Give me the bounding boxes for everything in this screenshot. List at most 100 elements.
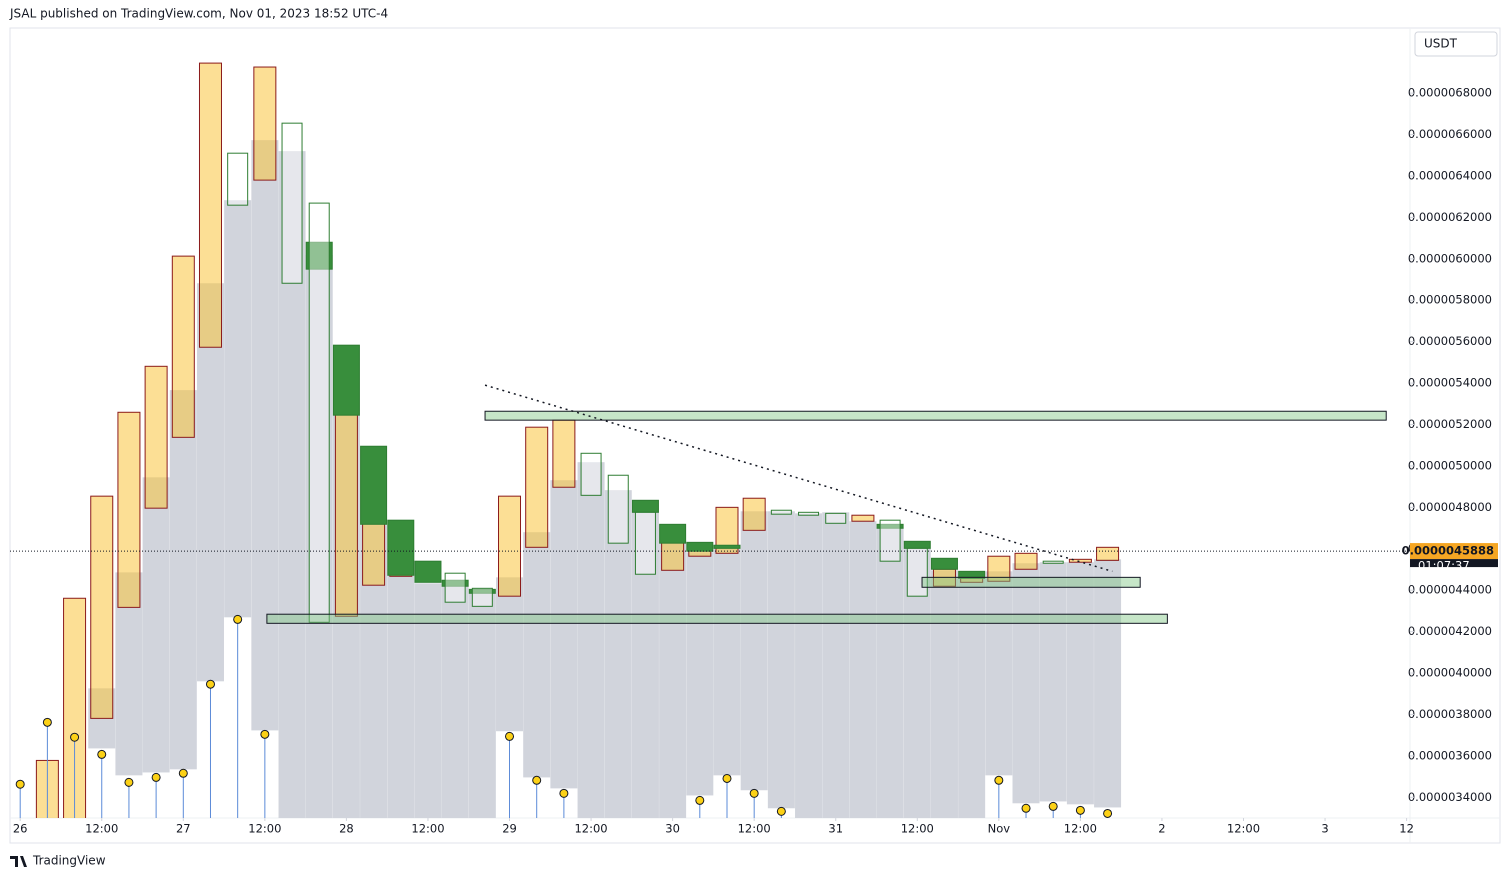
candle-body: [362, 513, 386, 586]
candle-body: [631, 499, 659, 513]
y-tick-label: 0.0000034000: [1408, 790, 1492, 804]
hollow-candle: [471, 587, 493, 607]
last-price-label: 0.0000045888: [1402, 544, 1494, 558]
overlay-column: [822, 512, 850, 818]
zone-box: [484, 410, 1387, 421]
candle-body: [332, 344, 360, 416]
y-tick-label: 0.0000050000: [1408, 458, 1492, 472]
marker-dot: [178, 768, 188, 778]
y-tick-label: 0.0000068000: [1408, 86, 1492, 100]
candle-body: [498, 495, 522, 597]
x-tick-label: 12:00: [1227, 822, 1260, 836]
overlay-column: [196, 283, 224, 682]
candle-body: [1096, 546, 1120, 561]
candle-body: [171, 255, 195, 438]
candle-body: [742, 497, 766, 531]
y-tick-label: 0.0000066000: [1408, 127, 1492, 141]
last-price-badge: [1410, 543, 1498, 560]
countdown-badge: [1410, 559, 1498, 568]
marker-dot: [260, 729, 270, 739]
candle-body: [253, 66, 277, 181]
x-tick-label: 12:00: [574, 822, 607, 836]
overlay-column: [305, 255, 333, 818]
hollow-candle: [580, 452, 602, 496]
candle-body: [144, 365, 168, 509]
hollow-candle: [798, 511, 820, 516]
hollow-candle: [906, 547, 928, 597]
overlay-column: [169, 390, 197, 770]
candle-body: [360, 445, 388, 525]
overlay-column: [414, 583, 442, 818]
marker-dot: [1075, 805, 1085, 815]
currency-label[interactable]: USDT: [1424, 37, 1458, 51]
x-tick-label: 26: [13, 822, 28, 836]
x-tick-label: 30: [665, 822, 680, 836]
candle-body: [1068, 558, 1092, 563]
candle-body: [414, 560, 442, 583]
x-tick-label: 12:00: [738, 822, 771, 836]
overlay-column: [767, 511, 795, 809]
candle-body: [876, 523, 904, 529]
overlay-column: [577, 462, 605, 818]
candle-body: [468, 588, 496, 594]
marker-dot: [532, 775, 542, 785]
candle-body: [552, 419, 576, 488]
overlay-column: [740, 511, 768, 791]
zone-box: [921, 576, 1141, 588]
marker-dot: [559, 788, 569, 798]
overlay-column: [224, 200, 252, 618]
tradingview-logo: [10, 856, 27, 867]
hollow-candle: [444, 572, 466, 603]
overlay-column: [985, 571, 1013, 776]
hollow-candle: [770, 509, 792, 515]
candle-body: [1014, 552, 1038, 570]
overlay-column: [903, 548, 931, 818]
overlay-column: [142, 477, 170, 773]
marker-dot: [70, 732, 80, 742]
candle-body: [686, 541, 714, 552]
marker-dot: [151, 772, 161, 782]
y-tick-label: 0.0000054000: [1408, 376, 1492, 390]
marker-dot: [1021, 803, 1031, 813]
marker-dot: [749, 788, 759, 798]
overlay-column: [876, 527, 904, 818]
zone-box: [266, 613, 1168, 624]
candle-body: [441, 579, 469, 587]
hollow-candle: [227, 152, 249, 206]
overlay-column: [659, 540, 687, 818]
axes: 0.0000034000 0.0000036000 0.0000038000 0.00…: [13, 86, 1498, 836]
y-tick-label: 0.0000052000: [1408, 417, 1492, 431]
hollow-candle: [1042, 560, 1064, 564]
overlay-column: [795, 513, 823, 818]
x-tick-label: 28: [339, 822, 354, 836]
candle-body: [958, 570, 986, 579]
overlay-column: [496, 577, 524, 732]
candle-body: [90, 495, 114, 719]
candle-body: [930, 557, 958, 570]
x-tick-label: 27: [176, 822, 191, 836]
candle-body: [715, 506, 739, 554]
hollow-candle: [308, 202, 330, 623]
candle-body: [851, 514, 875, 522]
overlay-column: [631, 510, 659, 818]
hollow-candle: [634, 511, 656, 575]
y-tick-label: 0.0000038000: [1408, 707, 1492, 721]
candle-body: [525, 426, 549, 548]
y-tick-label: 0.0000042000: [1408, 624, 1492, 638]
currency-button[interactable]: [1414, 31, 1498, 57]
countdown-label: 01:07:37: [1418, 559, 1470, 573]
candle-body: [661, 539, 685, 571]
overlay-column: [930, 570, 958, 818]
candle-body: [63, 597, 87, 818]
overlay-column: [1039, 562, 1067, 802]
candle-body: [659, 523, 687, 544]
overlay-column: [387, 548, 415, 818]
overlay-column: [550, 480, 578, 789]
overlay-column: [849, 521, 877, 818]
marker-dot: [205, 679, 215, 689]
trendline: [484, 384, 1113, 573]
hollow-candle: [825, 512, 847, 524]
x-tick-label: 12:00: [901, 822, 934, 836]
overlay-column: [1066, 562, 1094, 805]
